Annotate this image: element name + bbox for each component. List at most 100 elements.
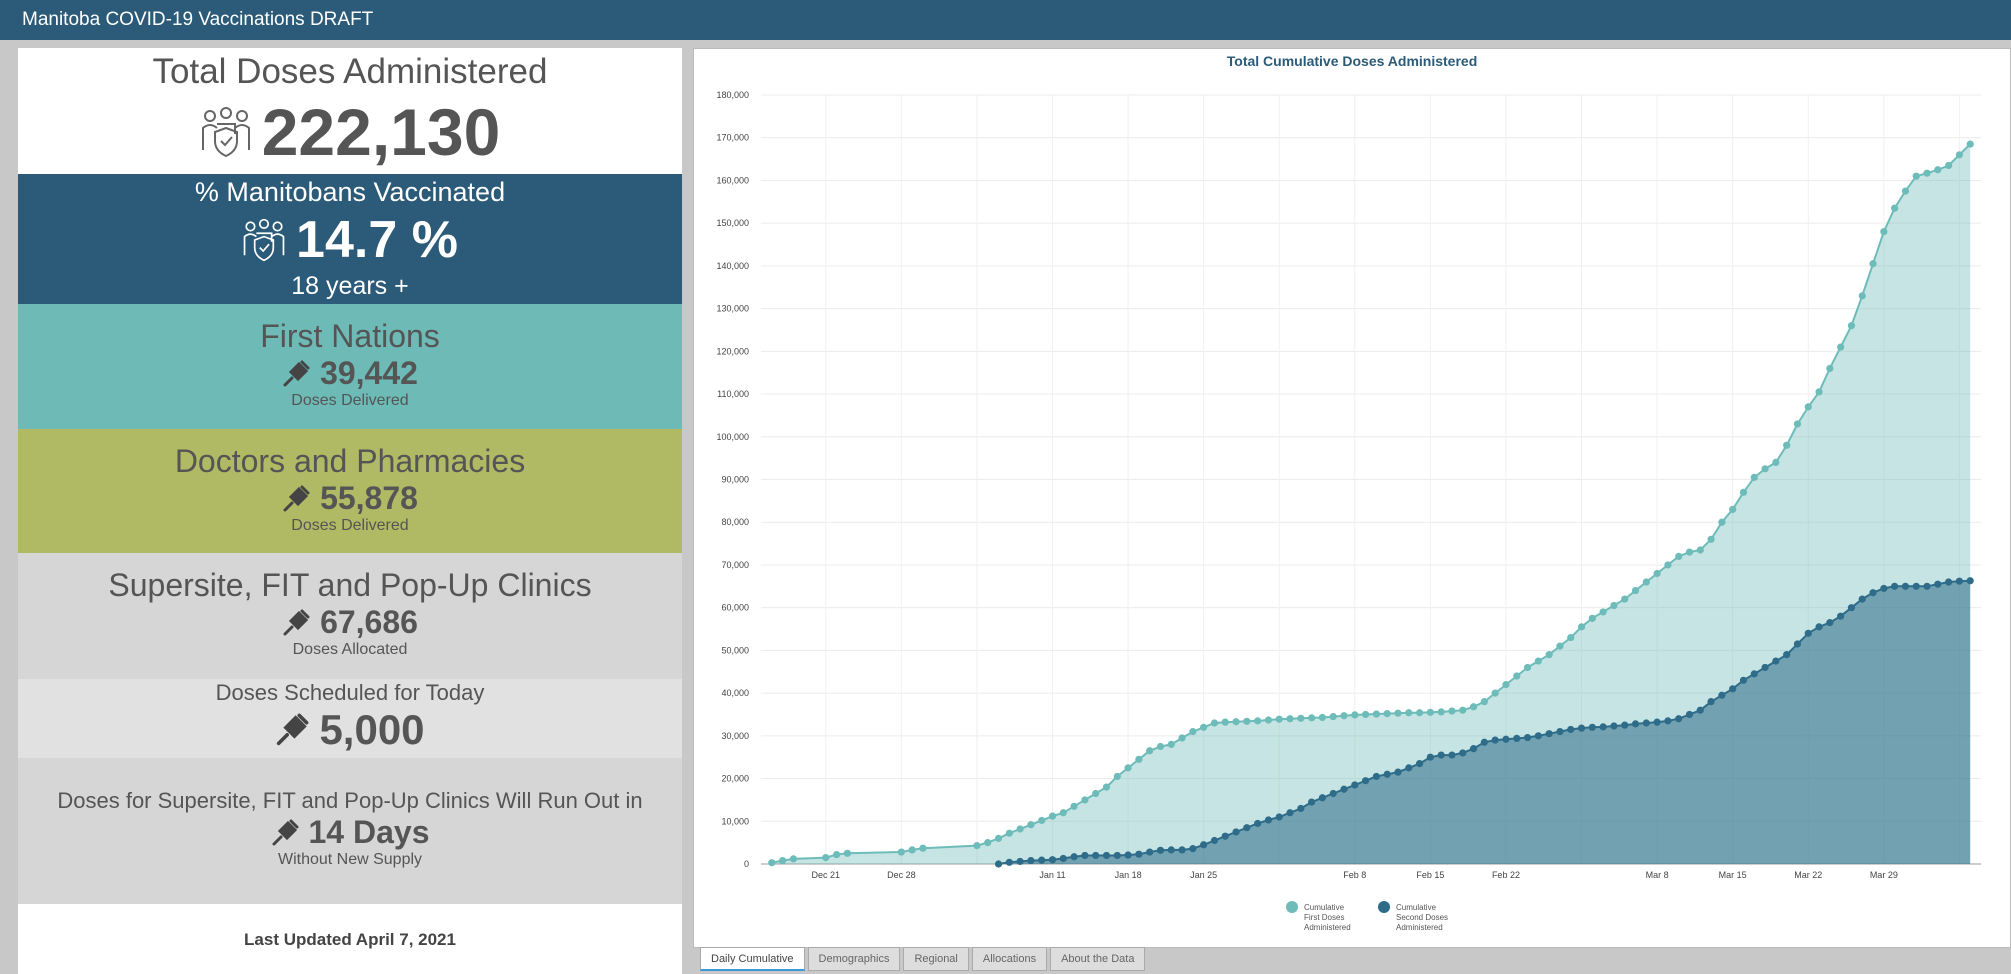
second-doses-point [1254, 819, 1262, 828]
second-doses-point [1426, 753, 1434, 761]
second-doses-point [1415, 760, 1424, 768]
people-shield-icon [243, 218, 285, 262]
second-doses-point [1459, 749, 1467, 757]
y-tick-label: 80,000 [721, 517, 749, 527]
runout-title: Doses for Supersite, FIT and Pop-Up Clin… [57, 788, 643, 813]
first-doses-point [1254, 717, 1262, 725]
first-doses-point [1318, 713, 1327, 722]
first-doses-point [908, 846, 916, 854]
y-tick-label: 0 [744, 859, 749, 869]
first-doses-point [994, 834, 1003, 842]
second-doses-point [1642, 719, 1650, 727]
second-doses-point [1178, 846, 1186, 854]
first-doses-point [984, 839, 992, 847]
scheduled-today-title: Doses Scheduled for Today [215, 680, 485, 705]
first-doses-point [919, 844, 927, 852]
first-doses-point [1146, 747, 1154, 755]
first-doses-point [1405, 709, 1413, 717]
first-doses-point [1200, 723, 1208, 731]
x-tick-label: Mar 22 [1794, 870, 1822, 880]
first-doses-point [1837, 343, 1845, 351]
tab-regional[interactable]: Regional [903, 947, 969, 971]
first-doses-point [1102, 783, 1111, 791]
x-tick-label: Feb 15 [1416, 870, 1444, 880]
first-doses-point [1437, 708, 1445, 716]
second-doses-point [1189, 845, 1197, 853]
first-doses-point [1286, 715, 1294, 723]
second-doses-point [1491, 736, 1499, 744]
y-tick-label: 40,000 [721, 688, 749, 698]
tab-demographics[interactable]: Demographics [807, 947, 901, 971]
second-doses-area [998, 580, 1971, 864]
first-doses-point [778, 856, 787, 865]
y-tick-label: 160,000 [716, 175, 749, 185]
y-tick-label: 60,000 [721, 603, 749, 613]
first-doses-point [1729, 505, 1737, 514]
first-doses-point [1243, 717, 1251, 725]
runout-value: 14 Days [308, 814, 430, 850]
first-doses-point [1653, 569, 1661, 578]
tab-about-the-data[interactable]: About the Data [1050, 947, 1146, 971]
percent-vaccinated-age: 18 years + [291, 272, 409, 300]
first-doses-point [1793, 420, 1802, 428]
first-doses-point [1858, 292, 1866, 300]
first-doses-point [1329, 713, 1337, 721]
y-tick-label: 140,000 [716, 261, 749, 271]
second-doses-point [1955, 577, 1964, 585]
second-doses-point [1070, 853, 1078, 861]
second-doses-point [1405, 764, 1413, 772]
second-doses-point [1707, 698, 1715, 706]
first-doses-point [1945, 161, 1953, 170]
second-doses-point [1038, 856, 1046, 864]
last-updated: Last Updated April 7, 2021 [18, 904, 682, 974]
second-doses-point [1502, 735, 1510, 743]
first-doses-point [1567, 633, 1575, 642]
first-doses-point [1502, 680, 1510, 689]
syringe-icon [272, 819, 298, 845]
second-doses-point [1200, 841, 1208, 849]
second-doses-point [1858, 595, 1866, 603]
second-doses-point [1286, 809, 1294, 817]
first-doses-point [1588, 614, 1596, 622]
first-doses-point [1221, 718, 1229, 726]
first-doses-point [1707, 535, 1715, 543]
tab-daily-cumulative[interactable]: Daily Cumulative [700, 947, 805, 971]
first-doses-point [1124, 764, 1132, 772]
second-doses-point [1081, 851, 1089, 860]
total-doses-value: 222,130 [261, 95, 501, 169]
first-doses-point [1750, 473, 1758, 481]
runout-sub: Without New Supply [277, 851, 423, 868]
second-doses-point [1362, 777, 1370, 785]
tab-allocations[interactable]: Allocations [971, 947, 1048, 971]
first-doses-point [1685, 548, 1694, 556]
first-doses-point [1480, 698, 1488, 706]
syringe-icon [283, 485, 310, 511]
supersite-value: 67,686 [320, 604, 418, 640]
first-doses-legend-marker [1286, 901, 1298, 913]
second-doses-point [1664, 717, 1672, 725]
second-doses-point [1318, 794, 1327, 802]
first-doses-point [1362, 710, 1370, 719]
first-doses-point [1934, 166, 1942, 174]
y-tick-label: 120,000 [716, 346, 749, 356]
x-tick-label: Mar 29 [1870, 870, 1898, 880]
first-doses-point [832, 851, 841, 859]
percent-vaccinated-value: 14.7 % [296, 211, 458, 269]
second-doses-point [1966, 577, 1974, 585]
first-nations-title: First Nations [260, 318, 440, 354]
second-doses-point [1113, 851, 1121, 860]
first-doses-point [1664, 561, 1672, 569]
percent-vaccinated-panel: % Manitobans Vaccinated 14.7 % 18 years … [18, 174, 682, 304]
first-doses-point [1016, 825, 1024, 833]
first-doses-point [1210, 719, 1219, 727]
first-doses-point [1059, 809, 1067, 817]
second-doses-point [1837, 612, 1845, 620]
first-doses-point [1534, 657, 1542, 665]
first-doses-point [1815, 388, 1823, 396]
first-doses-point [1966, 140, 1974, 148]
first-doses-point [1891, 204, 1899, 212]
x-tick-label: Feb 22 [1492, 870, 1520, 880]
first-doses-point [1459, 706, 1467, 714]
first-doses-point [1070, 802, 1078, 810]
first-doses-point [1469, 703, 1478, 711]
